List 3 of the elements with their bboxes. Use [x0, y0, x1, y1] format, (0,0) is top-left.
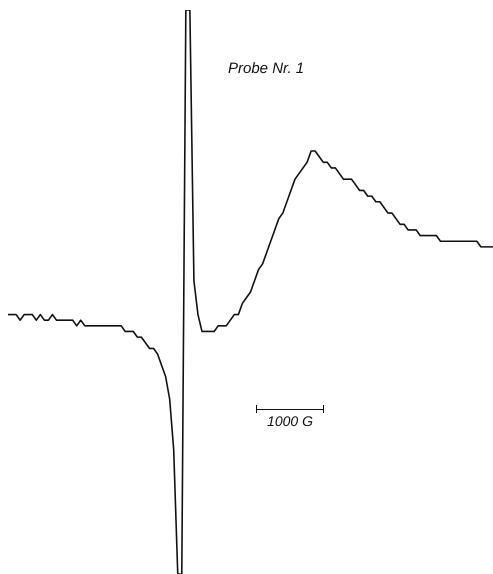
annotation: 1000 G — [266, 413, 314, 429]
text: Probe Nr. 1 — [228, 60, 304, 77]
scale-bar: 1000 G — [256, 405, 324, 429]
